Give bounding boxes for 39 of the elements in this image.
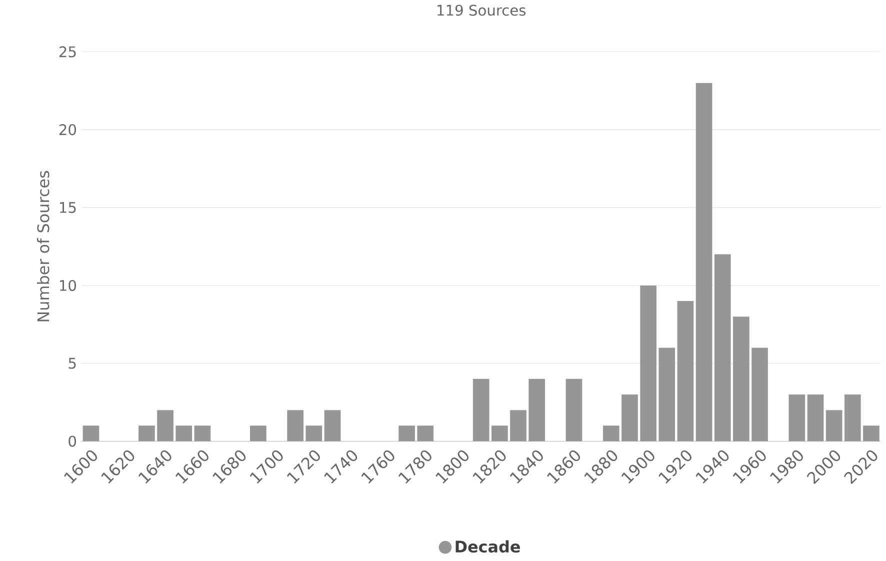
bar [528,379,546,442]
y-tick-label: 25 [59,46,76,58]
bar [714,254,731,442]
bar [863,426,880,442]
bar [622,394,638,442]
bar [194,426,211,442]
bar [640,286,656,442]
bar [807,394,824,442]
bar [138,426,155,442]
bar [566,379,582,442]
bar [752,348,768,442]
bar [157,410,174,442]
bar [510,410,526,442]
bar [677,301,694,442]
bar [82,426,100,442]
bar [176,426,192,442]
y-tick-label: 20 [59,124,76,136]
legend-label: Decade [456,540,520,553]
bar [696,83,712,442]
y-tick-label: 5 [68,358,76,369]
bar [398,426,415,442]
bar [306,426,322,442]
y-tick-label: 10 [60,280,76,292]
bar [287,410,304,442]
bar [492,426,508,442]
chart-title: 119 Sources [438,4,526,16]
y-tick-label: 0 [68,436,76,447]
bar [472,379,490,442]
bar [844,394,861,442]
bar [602,426,620,442]
bar [733,316,750,442]
bar [658,348,676,442]
y-tick-label: 15 [60,202,76,214]
bar [250,426,266,442]
bar [324,410,341,442]
y-axis-title: Number of Sources [36,171,50,322]
bar [788,394,806,442]
bar [417,426,434,442]
bar [826,410,842,442]
